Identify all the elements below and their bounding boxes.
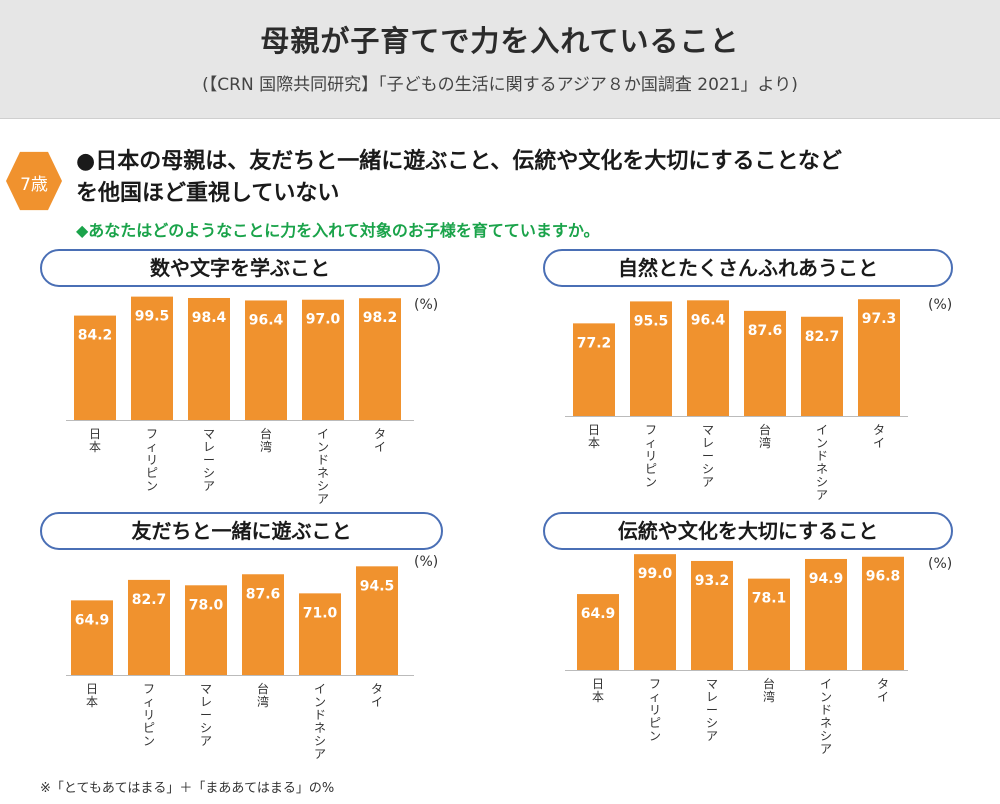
category-label-0: 日本	[89, 427, 101, 454]
category-label-2: マレーシア	[200, 682, 212, 748]
category-label-2: マレーシア	[702, 423, 714, 489]
data-label-5: 96.8	[866, 569, 901, 585]
data-label-4: 71.0	[303, 605, 338, 621]
data-label-1: 99.5	[135, 309, 170, 325]
data-label-0: 64.9	[75, 612, 110, 628]
bar-0	[577, 594, 619, 670]
bar-4	[299, 593, 341, 675]
category-label-0: 日本	[86, 682, 98, 709]
data-label-2: 93.2	[695, 573, 730, 589]
chart-unit-3: (%)	[928, 556, 953, 572]
bar-2	[188, 297, 230, 420]
category-label-3: 台湾	[257, 681, 269, 709]
category-label-0: 日本	[588, 423, 600, 450]
age-badge-label: 7歳	[20, 175, 48, 195]
bar-0	[74, 315, 116, 420]
bar-4	[801, 316, 843, 416]
data-label-5: 98.2	[363, 310, 398, 326]
age-badge: 7歳	[6, 151, 62, 211]
headline-line-2: を他国ほど重視していない	[76, 181, 340, 206]
chart-title-math-letters: 数や文字を学ぶこと	[40, 249, 440, 287]
page-subtitle: (【CRN 国際共同研究】「子どもの生活に関するアジア８か国調査 2021」より…	[202, 75, 798, 95]
category-label-5: タイ	[877, 677, 889, 704]
data-label-1: 95.5	[634, 313, 669, 329]
bar-3	[242, 574, 284, 675]
data-label-3: 87.6	[748, 323, 783, 339]
category-label-1: フィリピン	[146, 427, 158, 493]
bar-chart-nature: 77.2 日本 95.5 フィリピン 96.4 マレーシア 87.6 台湾 82.7 インドネシア…	[565, 299, 908, 502]
category-label-4: インドネシア	[816, 423, 828, 502]
bar-chart-math-letters: 84.2 日本 99.5 フィリピン 98.4 マレーシア 96.4 台湾 97.0 インドネシア…	[66, 296, 414, 506]
category-label-1: フィリピン	[645, 423, 657, 489]
bar-chart-tradition: 64.9 日本 99.0 フィリピン 93.2 マレーシア 78.1 台湾 94.9 インドネシア…	[565, 554, 908, 756]
category-label-5: タイ	[374, 427, 386, 454]
headline-line-1: ●日本の母親は、友だちと一緒に遊ぶこと、伝統や文化を大切にすることなど	[76, 149, 842, 174]
category-label-3: 台湾	[260, 426, 272, 454]
category-label-1: フィリピン	[143, 682, 155, 748]
bar-5	[356, 566, 398, 675]
bar-2	[185, 585, 227, 675]
data-label-1: 82.7	[132, 592, 167, 608]
data-label-5: 97.3	[862, 311, 897, 327]
bar-1	[634, 554, 676, 670]
data-label-3: 87.6	[246, 586, 281, 602]
bar-4	[805, 558, 847, 670]
chart-unit-1: (%)	[928, 297, 953, 313]
bar-2	[691, 560, 733, 670]
survey-question: ◆あなたはどのようなことに力を入れて対象のお子様を育てていますか。	[76, 221, 600, 240]
data-label-2: 78.0	[189, 597, 224, 613]
bar-3	[245, 300, 287, 420]
data-label-4: 97.0	[306, 312, 341, 328]
data-label-0: 64.9	[581, 606, 616, 622]
chart-title-tradition: 伝統や文化を大切にすること	[543, 512, 953, 550]
category-label-2: マレーシア	[203, 427, 215, 493]
bar-1	[131, 296, 173, 420]
bar-3	[748, 578, 790, 670]
data-label-0: 84.2	[78, 328, 113, 344]
headline: ●日本の母親は、友だちと一緒に遊ぶこと、伝統や文化を大切にすることなど を他国ほ…	[76, 146, 976, 210]
footnote: ※「とてもあてはまる」＋「まああてはまる」の%	[40, 781, 335, 796]
bar-2	[687, 300, 729, 416]
category-label-5: タイ	[873, 423, 885, 450]
data-label-2: 98.4	[192, 310, 227, 326]
data-label-4: 82.7	[805, 329, 840, 345]
bar-chart-friends: 64.9 日本 82.7 フィリピン 78.0 マレーシア 87.6 台湾 71.0 インドネシア…	[66, 566, 414, 761]
category-label-0: 日本	[592, 677, 604, 704]
header-banner: 母親が子育てで力を入れていること (【CRN 国際共同研究】「子どもの生活に関す…	[0, 0, 1000, 119]
category-label-2: マレーシア	[706, 677, 718, 743]
chart-title-nature: 自然とたくさんふれあうこと	[543, 249, 953, 287]
category-label-4: インドネシア	[314, 682, 326, 761]
category-label-1: フィリピン	[649, 677, 661, 743]
data-label-5: 94.5	[360, 578, 395, 594]
bar-1	[128, 579, 170, 675]
chart-title-friends: 友だちと一緒に遊ぶこと	[40, 512, 443, 550]
bar-5	[359, 298, 401, 420]
page-title: 母親が子育てで力を入れていること	[260, 24, 740, 58]
chart-unit-0: (%)	[414, 297, 439, 313]
bar-1	[630, 301, 672, 416]
bar-0	[573, 323, 615, 416]
bar-4	[302, 299, 344, 420]
category-label-3: 台湾	[759, 422, 771, 450]
bar-5	[858, 299, 900, 416]
data-label-2: 96.4	[691, 312, 726, 328]
data-label-1: 99.0	[638, 566, 673, 582]
data-label-4: 94.9	[809, 571, 844, 587]
chart-unit-2: (%)	[414, 554, 439, 570]
category-label-3: 台湾	[763, 676, 775, 704]
category-label-5: タイ	[371, 682, 383, 709]
data-label-3: 96.4	[249, 312, 284, 328]
data-label-0: 77.2	[577, 335, 612, 351]
category-label-4: インドネシア	[317, 427, 329, 506]
bar-0	[71, 600, 113, 675]
data-label-3: 78.1	[752, 591, 787, 607]
bar-3	[744, 310, 786, 416]
bar-5	[862, 556, 904, 670]
category-label-4: インドネシア	[820, 677, 832, 756]
